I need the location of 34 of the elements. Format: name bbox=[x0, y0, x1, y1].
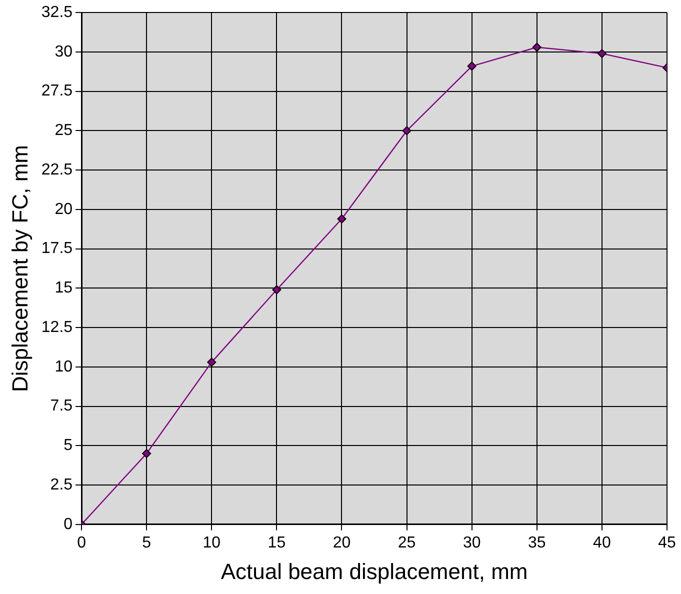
x-tick-label: 15 bbox=[268, 534, 286, 552]
point bbox=[597, 49, 606, 58]
y-tick-label: 5 bbox=[64, 437, 73, 454]
y-tick-label: 32.5 bbox=[41, 4, 73, 22]
x-tick-label: 5 bbox=[142, 534, 152, 552]
point bbox=[467, 62, 476, 71]
point bbox=[272, 285, 282, 294]
y-tick-label: 27.5 bbox=[41, 82, 73, 100]
y-tick-label: 7.5 bbox=[50, 398, 73, 415]
point bbox=[532, 42, 542, 52]
x-tick-label: 45 bbox=[658, 534, 676, 552]
x-tick-label: 30 bbox=[462, 534, 481, 552]
x-tick-label: 40 bbox=[593, 534, 611, 552]
y-tick-label: 17.5 bbox=[41, 240, 73, 258]
y-tick-label: 10 bbox=[54, 358, 73, 376]
x-tick-label: 10 bbox=[202, 534, 221, 552]
point bbox=[402, 126, 412, 136]
x-axis-title: Actual beam displacement, mm bbox=[220, 558, 528, 584]
point bbox=[207, 358, 216, 367]
x-tick-label: 35 bbox=[528, 534, 546, 552]
y-tick-label: 20 bbox=[54, 200, 73, 218]
y-tick-label: 0 bbox=[64, 516, 73, 533]
y-tick-label: 2.5 bbox=[50, 476, 73, 494]
y-tick-label: 25 bbox=[54, 122, 73, 140]
point bbox=[337, 214, 346, 224]
y-tick-label: 22.5 bbox=[41, 161, 73, 178]
y-tick-label: 15 bbox=[54, 280, 73, 297]
x-tick-label: 25 bbox=[398, 534, 416, 552]
point bbox=[142, 449, 152, 458]
y-tick-label: 12.5 bbox=[41, 318, 73, 336]
y-axis-title: Displacement by FC, mm bbox=[7, 145, 32, 392]
x-tick-label: 20 bbox=[332, 534, 351, 552]
x-tick-label: 0 bbox=[77, 534, 86, 552]
y-tick-label: 30 bbox=[54, 43, 73, 60]
